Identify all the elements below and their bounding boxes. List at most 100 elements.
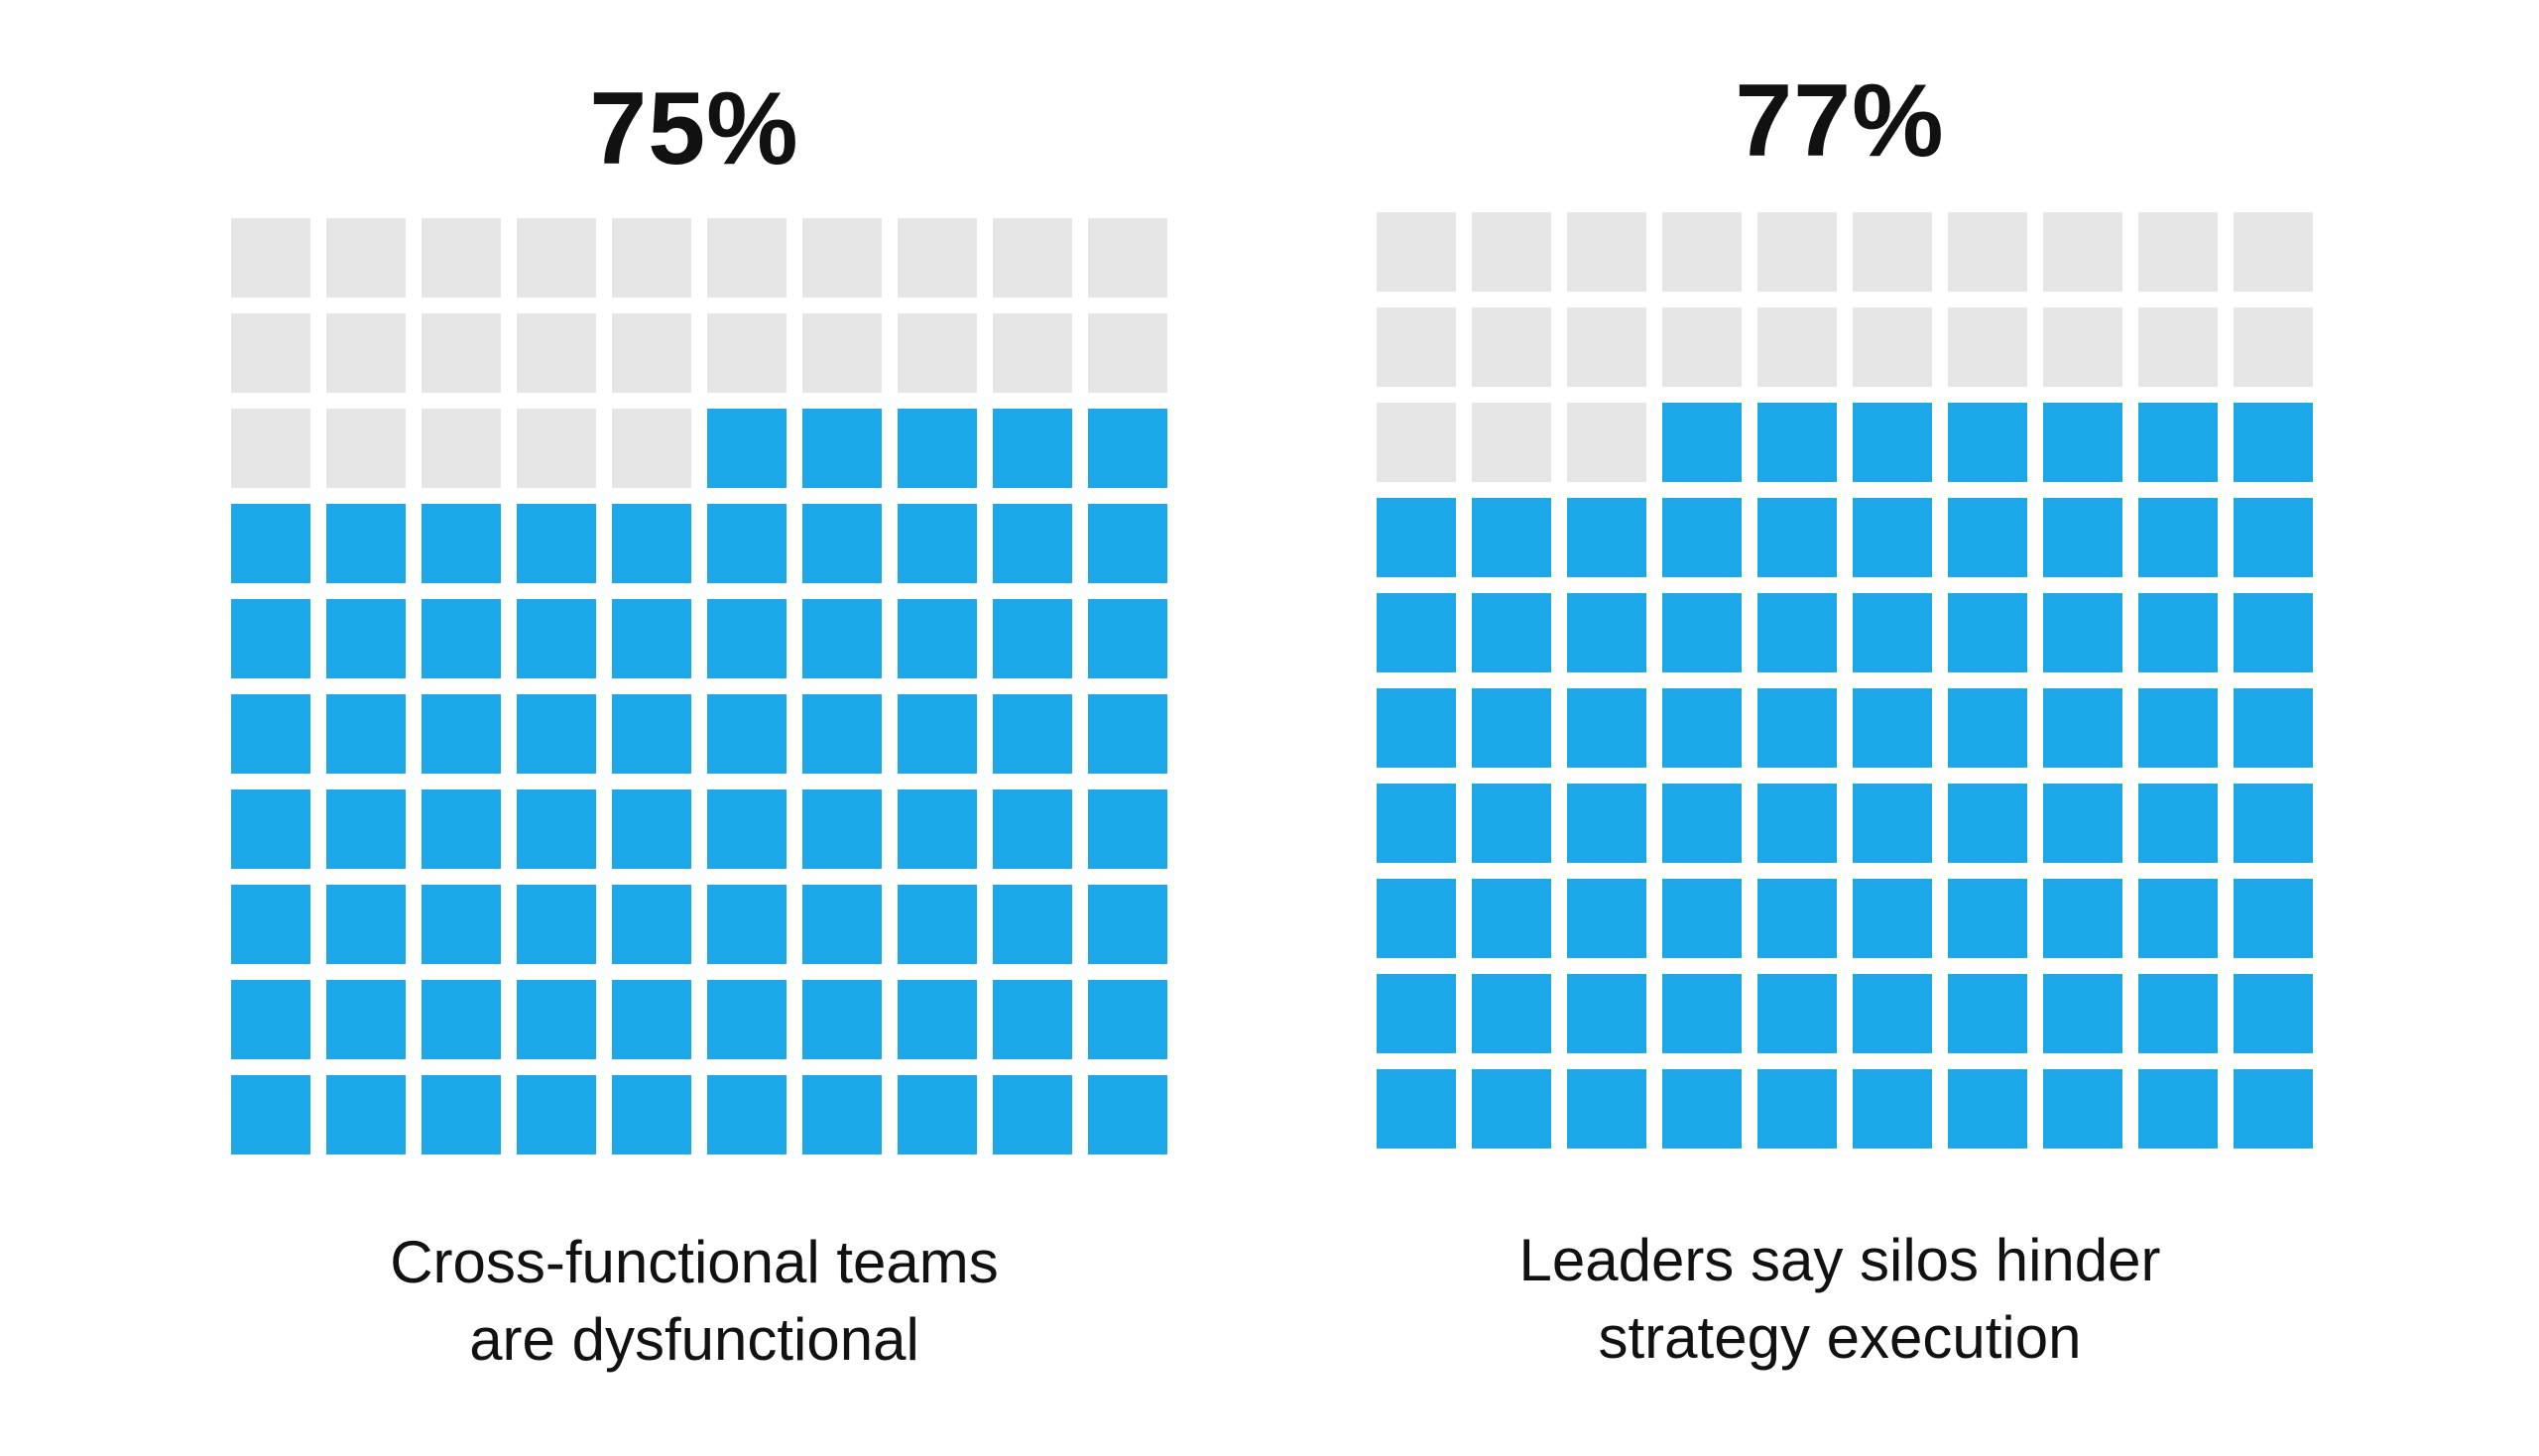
waffle-cell-filled (2234, 593, 2313, 672)
waffle-cell-filled (2043, 403, 2122, 482)
waffle-cell-filled (612, 885, 691, 964)
waffle-cell-filled (2138, 974, 2218, 1053)
waffle-cell-empty (1853, 307, 1932, 387)
waffle-cell-filled (231, 885, 310, 964)
waffle-cell-filled (2234, 498, 2313, 577)
waffle-cell-filled (898, 409, 977, 488)
waffle-cell-empty (2043, 307, 2122, 387)
waffle-cell-filled (612, 599, 691, 678)
waffle-cell-filled (993, 885, 1072, 964)
waffle-cell-filled (707, 599, 786, 678)
waffle-cell-empty (2043, 212, 2122, 292)
waffle-cell-filled (1472, 879, 1551, 958)
waffle-cell-filled (1662, 1069, 1742, 1149)
waffle-cell-filled (2043, 688, 2122, 768)
waffle-cell-filled (1948, 784, 2027, 863)
waffle-cell-filled (1472, 688, 1551, 768)
waffle-cell-filled (231, 789, 310, 869)
waffle-cell-empty (231, 218, 310, 298)
waffle-cell-filled (1472, 1069, 1551, 1149)
caption-line-1: Cross-functional teams (390, 1229, 999, 1295)
waffle-cell-filled (2138, 593, 2218, 672)
waffle-cell-filled (517, 504, 596, 583)
waffle-cell-filled (1088, 409, 1167, 488)
waffle-cell-filled (993, 1075, 1072, 1154)
waffle-cell-filled (993, 694, 1072, 774)
waffle-cell-empty (993, 218, 1072, 298)
waffle-cell-filled (422, 694, 501, 774)
waffle-cell-filled (326, 1075, 406, 1154)
waffle-cell-filled (1088, 885, 1167, 964)
waffle-cell-filled (2043, 974, 2122, 1053)
waffle-cell-filled (2138, 784, 2218, 863)
waffle-cell-filled (1377, 784, 1456, 863)
waffle-cell-empty (1567, 307, 1646, 387)
waffle-cell-filled (1948, 688, 2027, 768)
waffle-cell-filled (1377, 974, 1456, 1053)
caption-line-2: strategy execution (1598, 1304, 2082, 1371)
stat-caption: Cross-functional teams are dysfunctional (198, 1224, 1190, 1379)
waffle-cell-filled (517, 885, 596, 964)
waffle-cell-empty (1567, 403, 1646, 482)
waffle-cell-empty (1853, 212, 1932, 292)
waffle-cell-filled (517, 694, 596, 774)
waffle-cell-filled (517, 599, 596, 678)
waffle-cell-empty (422, 409, 501, 488)
waffle-cell-filled (1853, 688, 1932, 768)
waffle-cell-filled (612, 789, 691, 869)
waffle-cell-filled (1472, 784, 1551, 863)
waffle-cell-filled (326, 599, 406, 678)
waffle-cell-filled (612, 504, 691, 583)
waffle-cell-filled (1662, 879, 1742, 958)
waffle-cell-filled (1757, 784, 1837, 863)
waffle-cell-filled (1567, 593, 1646, 672)
waffle-cell-filled (326, 694, 406, 774)
waffle-cell-filled (1757, 1069, 1837, 1149)
waffle-cell-empty (422, 218, 501, 298)
waffle-cell-filled (1377, 498, 1456, 577)
waffle-cell-filled (2234, 1069, 2313, 1149)
waffle-cell-empty (1088, 218, 1167, 298)
waffle-cell-filled (1757, 593, 1837, 672)
waffle-cell-filled (707, 504, 786, 583)
waffle-cell-empty (1377, 307, 1456, 387)
waffle-cell-filled (1662, 593, 1742, 672)
waffle-cell-filled (1567, 688, 1646, 768)
waffle-cell-filled (1853, 879, 1932, 958)
waffle-cell-filled (802, 885, 882, 964)
waffle-cell-filled (1088, 599, 1167, 678)
waffle-cell-empty (326, 409, 406, 488)
waffle-cell-filled (326, 789, 406, 869)
waffle-cell-filled (1472, 593, 1551, 672)
waffle-cell-filled (612, 1075, 691, 1154)
waffle-cell-filled (517, 789, 596, 869)
waffle-cell-filled (517, 980, 596, 1059)
waffle-cell-filled (422, 789, 501, 869)
waffle-cell-filled (2043, 593, 2122, 672)
waffle-cell-filled (1853, 1069, 1932, 1149)
waffle-cell-filled (231, 1075, 310, 1154)
waffle-cell-empty (2234, 212, 2313, 292)
waffle-cell-empty (898, 313, 977, 393)
waffle-cell-filled (2138, 498, 2218, 577)
waffle-cell-empty (1662, 212, 1742, 292)
waffle-cell-filled (231, 504, 310, 583)
waffle-cell-filled (2234, 784, 2313, 863)
waffle-cell-filled (1662, 974, 1742, 1053)
waffle-cell-filled (802, 694, 882, 774)
waffle-cell-filled (1853, 498, 1932, 577)
waffle-cell-empty (612, 218, 691, 298)
waffle-cell-empty (2138, 212, 2218, 292)
waffle-cell-empty (1472, 403, 1551, 482)
waffle-cell-filled (707, 789, 786, 869)
waffle-cell-filled (326, 504, 406, 583)
waffle-cell-filled (1948, 593, 2027, 672)
waffle-cell-filled (1377, 1069, 1456, 1149)
waffle-cell-filled (707, 885, 786, 964)
waffle-cell-filled (898, 789, 977, 869)
waffle-cell-filled (2138, 1069, 2218, 1149)
waffle-cell-empty (517, 409, 596, 488)
waffle-cell-empty (1377, 212, 1456, 292)
waffle-cell-filled (993, 789, 1072, 869)
waffle-cell-filled (422, 885, 501, 964)
